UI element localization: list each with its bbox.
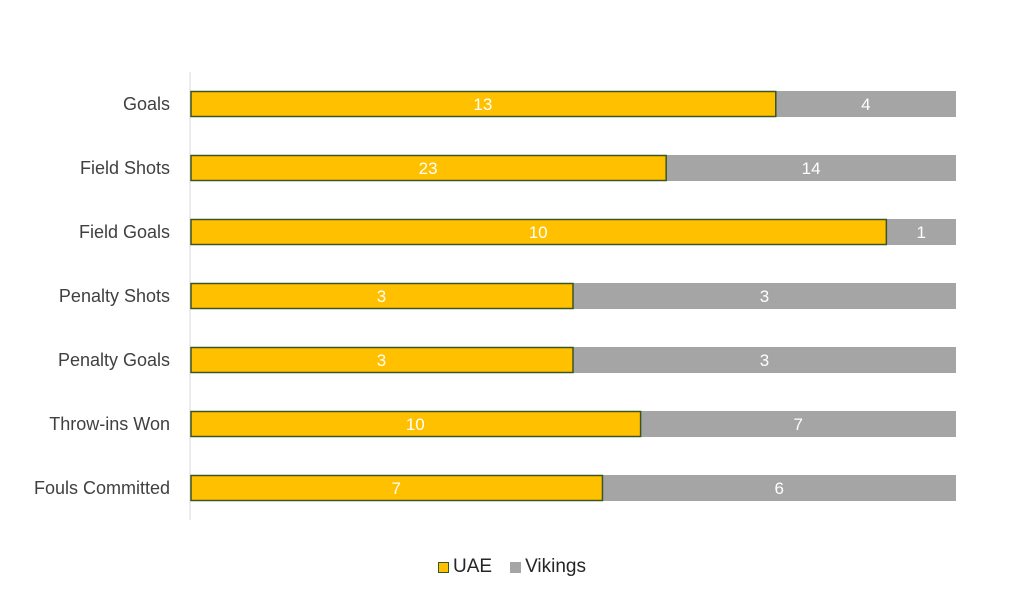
legend-item-vikings: Vikings [510, 556, 586, 578]
category-label-field-goals: Field Goals [79, 222, 170, 242]
data-label-uae-field-goals: 10 [529, 223, 548, 242]
data-label-vikings-throw-ins-won: 7 [794, 415, 803, 434]
bar-uae-field-shots [190, 154, 667, 182]
category-label-penalty-shots: Penalty Shots [59, 286, 170, 306]
legend-swatch-vikings [510, 561, 522, 573]
data-label-uae-throw-ins-won: 10 [406, 415, 425, 434]
bar-vikings-penalty-shots [573, 283, 956, 309]
bar-vikings-field-shots [666, 155, 956, 181]
bar-uae-goals [190, 90, 777, 118]
data-label-vikings-goals: 4 [861, 95, 870, 114]
category-label-goals: Goals [123, 94, 170, 114]
data-label-uae-goals: 13 [473, 95, 492, 114]
data-label-uae-penalty-goals: 3 [377, 351, 386, 370]
legend-item-uae: UAE [438, 556, 492, 578]
category-label-throw-ins-won: Throw-ins Won [49, 414, 170, 434]
data-label-vikings-penalty-shots: 3 [760, 287, 769, 306]
bar-uae-penalty-shots [190, 282, 574, 310]
data-label-vikings-penalty-goals: 3 [760, 351, 769, 370]
category-label-penalty-goals: Penalty Goals [58, 350, 170, 370]
bar-uae-penalty-goals [190, 346, 574, 374]
data-label-vikings-field-goals: 1 [916, 223, 925, 242]
legend-label-uae: UAE [453, 556, 493, 577]
bar-vikings-throw-ins-won [640, 411, 956, 437]
data-label-uae-field-shots: 23 [419, 159, 438, 178]
data-label-uae-penalty-shots: 3 [377, 287, 386, 306]
bar-vikings-goals [775, 91, 956, 117]
bar-vikings-fouls-committed [602, 475, 956, 501]
bar-uae-field-goals [190, 218, 888, 246]
category-label-fouls-committed: Fouls Committed [34, 478, 170, 498]
bar-uae-fouls-committed [190, 474, 604, 502]
legend-swatch-uae [438, 561, 449, 573]
category-label-field-shots: Field Shots [80, 158, 170, 178]
legend-label-vikings: Vikings [525, 556, 586, 577]
data-label-uae-fouls-committed: 7 [391, 479, 400, 498]
bar-vikings-field-goals [886, 219, 956, 245]
legend: UAE Vikings [0, 554, 1024, 580]
bar-uae-throw-ins-won [190, 410, 642, 438]
data-label-vikings-fouls-committed: 6 [774, 479, 783, 498]
data-label-vikings-field-shots: 14 [802, 159, 821, 178]
bar-vikings-penalty-goals [573, 347, 956, 373]
